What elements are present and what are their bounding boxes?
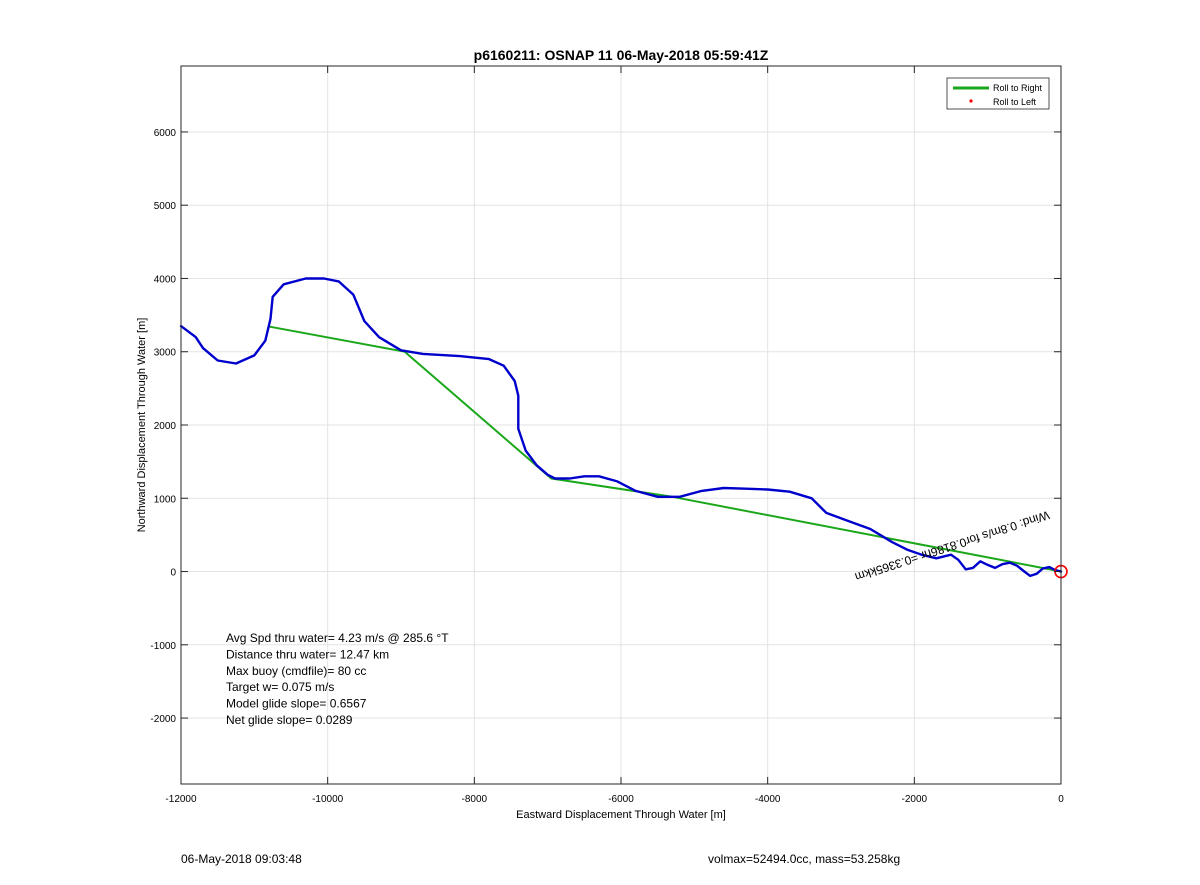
stats-line: Model glide slope= 0.6567 bbox=[226, 697, 367, 711]
x-tick-label: -4000 bbox=[755, 794, 781, 805]
legend-label-roll-left: Roll to Left bbox=[993, 97, 1037, 107]
y-tick-label: 5000 bbox=[154, 201, 177, 212]
glider-track bbox=[179, 277, 1063, 578]
y-tick-label: 3000 bbox=[154, 348, 177, 359]
y-tick-label: 4000 bbox=[154, 274, 177, 285]
grid bbox=[180, 66, 1062, 784]
stats-line: Avg Spd thru water= 4.23 m/s @ 285.6 °T bbox=[226, 631, 449, 645]
y-tick-label: 0 bbox=[170, 568, 176, 579]
y-tick-label: 2000 bbox=[154, 421, 177, 432]
x-tick-label: 0 bbox=[1058, 794, 1064, 805]
x-tick-label: -8000 bbox=[462, 794, 488, 805]
legend-box bbox=[946, 77, 1050, 110]
footer-timestamp: 06-May-2018 09:03:48 bbox=[181, 852, 302, 866]
x-tick-label: -12000 bbox=[165, 794, 197, 805]
stats-line: Target w= 0.075 m/s bbox=[226, 680, 334, 694]
x-axis-ticks: -12000 -10000 -8000 -6000 -4000 -2000 0 bbox=[165, 66, 1064, 805]
stats-line: Net glide slope= 0.0289 bbox=[226, 713, 353, 727]
y-tick-label: 1000 bbox=[154, 494, 177, 505]
x-tick-label: -6000 bbox=[608, 794, 634, 805]
roll-right-track bbox=[269, 325, 1062, 573]
x-tick-label: -10000 bbox=[312, 794, 344, 805]
legend: Roll to Right Roll to Left bbox=[946, 77, 1050, 110]
wind-annotation: Wind: 0.8m/s for0.8186hr =0.3365kkm bbox=[853, 508, 1051, 584]
stats-text-box: Avg Spd thru water= 4.23 m/s @ 285.6 °T D… bbox=[226, 631, 449, 727]
y-tick-label: 6000 bbox=[154, 128, 177, 139]
footer-volume-mass: volmax=52494.0cc, mass=53.258kg bbox=[708, 852, 901, 866]
y-axis-label: Northward Displacement Through Water [m] bbox=[136, 318, 148, 533]
y-axis-ticks: -2000 -1000 0 1000 2000 3000 4000 5000 6000 bbox=[150, 128, 1061, 725]
x-axis-label: Eastward Displacement Through Water [m] bbox=[516, 809, 726, 821]
y-tick-label: -2000 bbox=[150, 714, 176, 725]
chart-title: p6160211: OSNAP 11 06-May-2018 05:59:41Z bbox=[474, 47, 769, 63]
y-tick-label: -1000 bbox=[150, 641, 176, 652]
x-tick-label: -2000 bbox=[902, 794, 928, 805]
legend-swatch-roll-left bbox=[969, 99, 973, 103]
plot-series bbox=[179, 277, 1068, 579]
stats-line: Distance thru water= 12.47 km bbox=[226, 647, 389, 661]
legend-label-roll-right: Roll to Right bbox=[993, 83, 1043, 93]
stats-line: Max buoy (cmdfile)= 80 cc bbox=[226, 664, 366, 678]
